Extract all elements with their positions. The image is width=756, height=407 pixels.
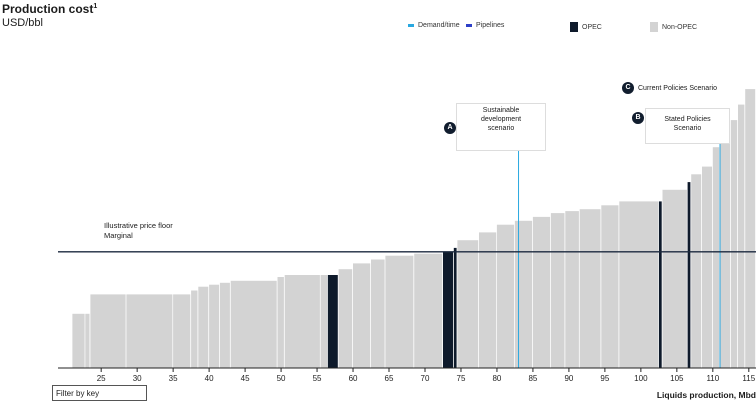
bar-1 [72,313,85,368]
bar-16 [353,263,371,368]
legend-pipelines-swatch [466,24,472,27]
bar-9 [219,282,230,368]
bar-6 [191,290,198,368]
bar-41 [745,89,756,368]
legend-opec-label: OPEC [582,23,602,31]
bar-18 [385,255,414,368]
scenario-a-badge: A [444,122,456,134]
bar-15 [338,269,353,368]
x-tick-label-80: 80 [492,374,501,383]
bar-34 [687,182,691,368]
scenario-b-line-1: Stated Policies [664,116,711,123]
x-tick-label-55: 55 [313,374,322,383]
legend-pipelines: Pipelines [466,22,504,29]
bar-11 [277,277,284,368]
bar-20 [443,251,453,368]
bar-35 [691,174,702,368]
baseline-label-line-2: Marginal [104,231,133,240]
chart-title: Production cost1 [2,2,98,16]
bar-24 [496,224,515,368]
legend-demand-label: Demand/time [418,22,460,29]
bar-32 [658,201,662,368]
x-tick-label-50: 50 [277,374,286,383]
x-tick-label-95: 95 [600,374,609,383]
bar-12 [284,275,320,368]
x-axis-title: Liquids production, Mbd [656,390,756,400]
x-tick-label-90: 90 [564,374,573,383]
legend-pipelines-label: Pipelines [476,22,505,29]
bar-25 [514,220,533,368]
x-tick-label-100: 100 [634,374,648,383]
scenario-a-line-2: development [480,116,522,123]
baseline-label-line-1: Illustrative price floor [104,221,173,230]
bar-26 [532,216,551,368]
bar-30 [601,205,619,368]
scenario-b-callout: Stated Policies Scenario [645,108,730,144]
bar-4 [126,294,173,368]
bar-21 [453,247,457,368]
x-tick-label-110: 110 [706,374,719,383]
bar-2 [85,313,90,368]
scenario-b-line-2: Scenario [673,125,702,132]
x-tick-label-60: 60 [349,374,358,383]
bar-19 [414,253,443,368]
x-tick-label-35: 35 [169,374,178,383]
bar-27 [550,213,565,368]
scenario-a-line-3: scenario [487,125,515,132]
bar-17 [371,259,385,368]
x-tick-label-65: 65 [385,374,394,383]
x-tick-label-105: 105 [670,374,684,383]
legend-demand-swatch [408,24,414,27]
scenario-lines-layer [518,144,721,368]
scenario-b-badge: B [632,112,644,124]
bar-10 [230,280,277,368]
scenario-a-callout: Sustainable development scenario [456,103,546,151]
title-footnote: 1 [93,3,98,10]
bar-33 [662,189,687,368]
scenario-a-line-1: Sustainable [482,107,520,114]
x-tick-label-25: 25 [97,374,106,383]
x-tick-label-40: 40 [205,374,214,383]
bar-22 [457,240,479,368]
baseline-label: Illustrative price floor Marginal [104,221,173,241]
bar-5 [173,294,191,368]
legend-nonopec-swatch [650,22,658,32]
bar-28 [565,211,579,368]
bar-13 [320,275,327,368]
x-tick-label-75: 75 [457,374,466,383]
y-unit-label: USD/bbl [2,17,43,29]
x-tick-label-115: 115 [742,374,755,383]
x-tick-label-85: 85 [528,374,537,383]
legend-opec-swatch [570,22,578,32]
bar-3 [90,294,126,368]
bar-40 [738,104,745,368]
x-tick-label-45: 45 [241,374,250,383]
bar-36 [702,166,712,368]
bar-23 [479,232,497,368]
x-tick-label-70: 70 [421,374,430,383]
bar-37 [712,147,720,368]
legend-demand: Demand/time [408,22,460,29]
scenario-c-badge: C [622,82,634,94]
bar-31 [619,201,659,368]
legend-opec: OPEC [570,22,602,32]
legend-nonopec: Non-OPEC [650,22,697,32]
bar-39 [730,120,738,368]
x-ticks-layer: 25 30 35 40 45 50 55 60 65 70 75 80 85 90 95 100 105 110 1… [97,368,756,383]
filter-by-key-dropdown[interactable]: Filter by key [52,385,147,401]
legend-nonopec-label: Non-OPEC [662,23,698,31]
x-tick-label-30: 30 [133,374,142,383]
bar-29 [579,209,601,368]
bar-7 [198,286,209,368]
scenario-c-label: Current Policies Scenario [638,84,717,93]
bar-8 [209,284,220,368]
bar-14 [327,275,338,368]
